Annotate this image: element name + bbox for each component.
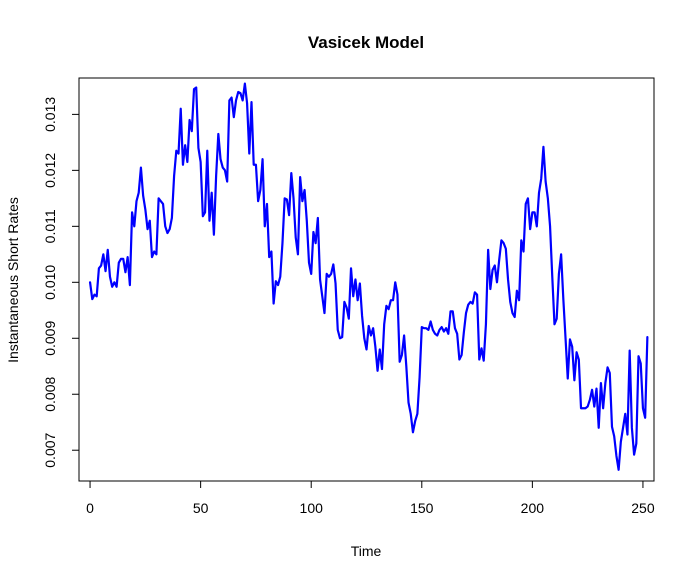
plot-frame [78,77,655,482]
y-tick-label: 0.008 [42,377,58,412]
x-axis-label: Time [351,543,382,559]
y-tick-label: 0.012 [42,153,58,188]
series-line-short-rate [88,82,649,471]
y-tick-label: 0.011 [42,209,58,243]
y-axis-label: Instantaneous Short Rates [5,197,21,363]
x-tick-label: 50 [193,500,209,516]
x-tick-label: 100 [300,500,324,516]
x-tick-label: 200 [521,500,545,516]
x-tick-label: 250 [631,500,655,516]
y-tick-label: 0.010 [42,265,58,300]
y-tick-label: 0.007 [42,432,58,467]
y-tick-label: 0.009 [42,321,58,356]
chart-title: Vasicek Model [308,33,424,52]
x-axis: 0 50 100 150 200 250 [86,481,655,516]
x-tick-label: 150 [410,500,434,516]
y-axis: 0.007 0.008 0.009 0.010 0.011 0.012 0.013 [42,97,79,468]
y-tick-label: 0.013 [42,97,58,132]
x-tick-label: 0 [86,500,94,516]
